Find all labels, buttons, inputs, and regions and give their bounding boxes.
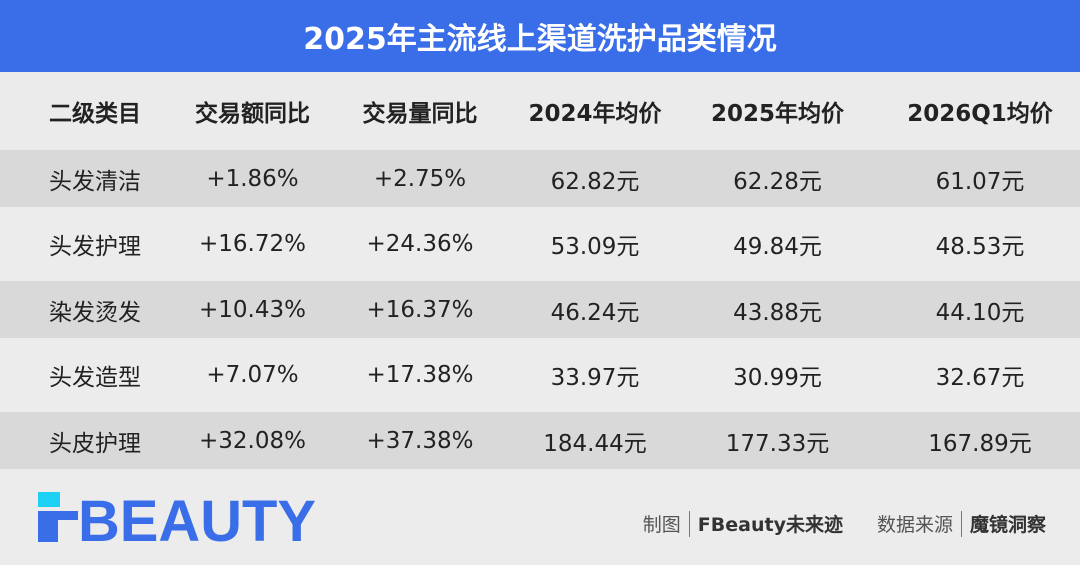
table-cell: +17.38%: [366, 362, 474, 388]
svg-text:BEAUTY: BEAUTY: [78, 492, 316, 542]
table-cell: +7.07%: [206, 362, 299, 388]
table-cell: +24.36%: [366, 231, 474, 257]
column-header: 二级类目: [49, 101, 141, 127]
made-label: 制图: [642, 514, 681, 536]
table-cell: 44.10元: [935, 299, 1025, 326]
fbeauty-logo: BEAUTY: [38, 492, 316, 542]
table-row: 头发清洁 +1.86% +2.75% 62.82元 62.28元 61.07元: [0, 150, 1080, 207]
table-cell: 49.84元: [733, 234, 822, 260]
table-cell: 184.44元: [543, 430, 647, 457]
table-cell: 167.89元: [928, 430, 1032, 457]
table-cell: 32.67元: [935, 365, 1025, 391]
table-cell: 62.82元: [550, 168, 640, 195]
table-cell: 头皮护理: [49, 430, 141, 457]
divider: [688, 510, 690, 537]
table-cell: 33.97元: [550, 365, 640, 391]
table-cell: 染发烫发: [49, 299, 141, 326]
table-cell: 48.53元: [935, 234, 1025, 260]
table-cell: +2.75%: [373, 165, 467, 192]
table-cell: 61.07元: [935, 168, 1025, 195]
table-row: 头发造型 +7.07% +17.38% 33.97元 30.99元 32.67元: [0, 338, 1080, 412]
credits: 制图 FBeauty未来迹 数据来源 魔镜洞察: [643, 510, 1046, 537]
source-label: 数据来源: [876, 514, 953, 536]
header-row: 二级类目 交易额同比 交易量同比 2024年均价 2025年均价 2026Q1均价: [0, 72, 1080, 150]
table-cell: +10.43%: [199, 296, 306, 323]
table-row: 头皮护理 +32.08% +37.38% 184.44元 177.33元 167.89元: [0, 412, 1080, 469]
table-cell: 头发护理: [49, 234, 141, 260]
table-cell: 30.99元: [733, 365, 822, 391]
table-row: 染发烫发 +10.43% +16.37% 46.24元 43.88元 44.10元: [0, 281, 1080, 338]
table-cell: 46.24元: [550, 299, 640, 326]
table-cell: 53.09元: [550, 234, 640, 260]
column-header: 2026Q1均价: [907, 101, 1053, 127]
table-cell: +32.08%: [199, 427, 306, 454]
table-cell: +16.72%: [199, 231, 306, 257]
table-cell: +37.38%: [366, 427, 474, 454]
column-header: 交易额同比: [195, 101, 310, 127]
divider: [960, 510, 962, 537]
source: 魔镜洞察: [969, 514, 1046, 536]
column-header: 2024年均价: [528, 101, 662, 127]
table-cell: 177.33元: [725, 430, 830, 457]
made-by: FBeauty未来迹: [697, 514, 843, 536]
table-cell: +1.86%: [206, 165, 299, 192]
data-table: 二级类目 交易额同比 交易量同比 2024年均价 2025年均价 2026Q1均价头发清洁…: [0, 72, 1080, 469]
column-header: 交易量同比: [362, 101, 478, 127]
table-cell: 43.88元: [733, 299, 822, 326]
table-cell: 头发造型: [49, 365, 141, 391]
table-title: 2025年主流线上渠道洗护品类情况: [0, 0, 1080, 72]
table-cell: +16.37%: [366, 296, 474, 323]
table-row: 头发护理 +16.72% +24.36% 53.09元 49.84元 48.53元: [0, 207, 1080, 281]
table-cell: 62.28元: [733, 168, 822, 195]
table-cell: 头发清洁: [49, 168, 141, 195]
column-header: 2025年均价: [710, 101, 844, 127]
